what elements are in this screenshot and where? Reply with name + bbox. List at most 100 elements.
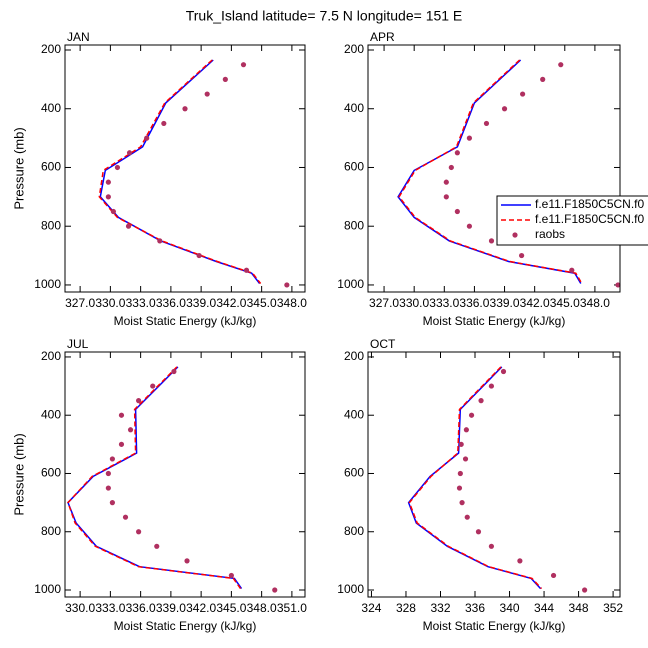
raob-point [118, 412, 125, 418]
raob-point [109, 456, 115, 462]
panel-title: OCT [370, 337, 396, 351]
model-line [408, 366, 543, 590]
raob-point [457, 470, 463, 477]
x-axis-title: Moist Static Energy (kJ/kg) [423, 619, 566, 633]
x-tick-label: 336 [465, 601, 485, 615]
x-tick-label: 345.0 [216, 601, 246, 615]
y-tick-label: 800 [344, 524, 364, 538]
panel: JUL 330.0 333.0 336.0 339.0 342.0 345.0 348.0 35… [11, 337, 307, 633]
raob-point [459, 500, 465, 506]
x-tick-label: 348 [569, 601, 589, 615]
x-tick-label: 348.0 [277, 296, 307, 310]
y-axis-title: Pressure (mb) [11, 433, 26, 515]
raob-point [478, 398, 484, 404]
raob-point [196, 252, 202, 259]
raob-point [448, 164, 454, 171]
x-tick-label: 342.0 [186, 601, 216, 615]
y-tick-label: 1000 [34, 582, 61, 596]
legend-label: f.e11.F1850C5CN.f0 [535, 197, 644, 211]
raob-point [443, 179, 449, 185]
y-tick-label: 400 [344, 101, 364, 115]
x-tick-label: 336.0 [459, 296, 489, 310]
legend-box [496, 195, 648, 246]
plot-frame [64, 44, 306, 293]
panel-title: JUL [67, 337, 89, 351]
raob-point [105, 194, 111, 200]
plot-frame [64, 351, 306, 598]
plot-frame [367, 351, 621, 598]
raob-point [517, 558, 523, 564]
panel: APR 327.0 330.0 333.0 336.0 339.0 342.0 345.0 34… [337, 30, 648, 328]
raob-point [126, 150, 133, 156]
model-line [407, 366, 542, 590]
y-tick-label: 400 [41, 101, 61, 115]
raob-point [109, 500, 115, 506]
raob-point [468, 412, 475, 418]
raob-point [463, 427, 469, 433]
raob-point [550, 572, 557, 579]
raob-point [519, 252, 525, 259]
model-line [67, 366, 243, 590]
raob-point [284, 282, 290, 288]
x-tick-label: 339.0 [490, 296, 520, 310]
y-tick-label: 400 [41, 407, 61, 421]
x-tick-label: 330.0 [399, 296, 429, 310]
y-tick-label: 800 [41, 218, 61, 232]
y-tick-label: 200 [41, 42, 61, 56]
figure-title: Truk_Island latitude= 7.5 N longitude= 1… [186, 8, 463, 24]
x-tick-label: 333.0 [95, 601, 125, 615]
legend-label: raobs [535, 227, 565, 241]
raob-point [454, 150, 460, 156]
raob-point [272, 587, 278, 593]
raob-point [110, 208, 117, 215]
panel: OCT 324 328 332 336 340 344 348 352 200 400 600 800 1… [337, 337, 623, 633]
raob-point [127, 427, 134, 433]
y-tick-label: 200 [41, 349, 61, 363]
raob-point [462, 456, 469, 462]
raob-point [161, 120, 167, 127]
x-tick-label: 348.0 [580, 296, 610, 310]
x-tick-label: 340 [500, 601, 520, 615]
y-tick-label: 1000 [337, 582, 364, 596]
y-tick-label: 1000 [34, 277, 61, 291]
raob-point [240, 62, 247, 68]
raob-point [171, 368, 177, 375]
panel: JAN 327.0 330.0 333.0 336.0 339.0 342.0 345.0 34… [11, 30, 307, 328]
raob-point [615, 282, 621, 288]
raob-point [125, 223, 132, 229]
raob-point [466, 223, 473, 229]
y-tick-label: 400 [344, 407, 364, 421]
x-tick-label: 324 [361, 601, 381, 615]
raob-point [488, 383, 495, 389]
y-axis-title: Pressure (mb) [11, 127, 26, 209]
y-tick-label: 1000 [337, 277, 364, 291]
raob-point [464, 514, 470, 520]
x-tick-label: 330.0 [95, 296, 125, 310]
x-tick-label: 328 [396, 601, 416, 615]
raob-point [118, 441, 125, 447]
raob-point [458, 441, 464, 447]
raob-point [466, 135, 473, 141]
x-tick-label: 330.0 [65, 601, 95, 615]
model-line [67, 366, 242, 590]
raob-point [222, 76, 228, 82]
x-tick-label: 327.0 [369, 296, 399, 310]
x-tick-label: 342.0 [216, 296, 246, 310]
raob-point [144, 135, 150, 141]
panel-title: JAN [67, 30, 90, 44]
raob-point [228, 572, 234, 579]
y-tick-label: 600 [344, 160, 364, 174]
x-tick-label: 345.0 [247, 296, 277, 310]
raob-point [105, 179, 111, 185]
x-tick-label: 333.0 [126, 296, 156, 310]
raob-point [569, 267, 575, 273]
raob-point [122, 514, 129, 520]
x-tick-label: 345.0 [550, 296, 580, 310]
x-tick-label: 348.0 [247, 601, 277, 615]
panel-title: APR [370, 30, 395, 44]
x-tick-label: 342.0 [520, 296, 550, 310]
x-tick-label: 339.0 [156, 601, 186, 615]
x-tick-label: 352 [603, 601, 623, 615]
raob-point [488, 238, 495, 244]
